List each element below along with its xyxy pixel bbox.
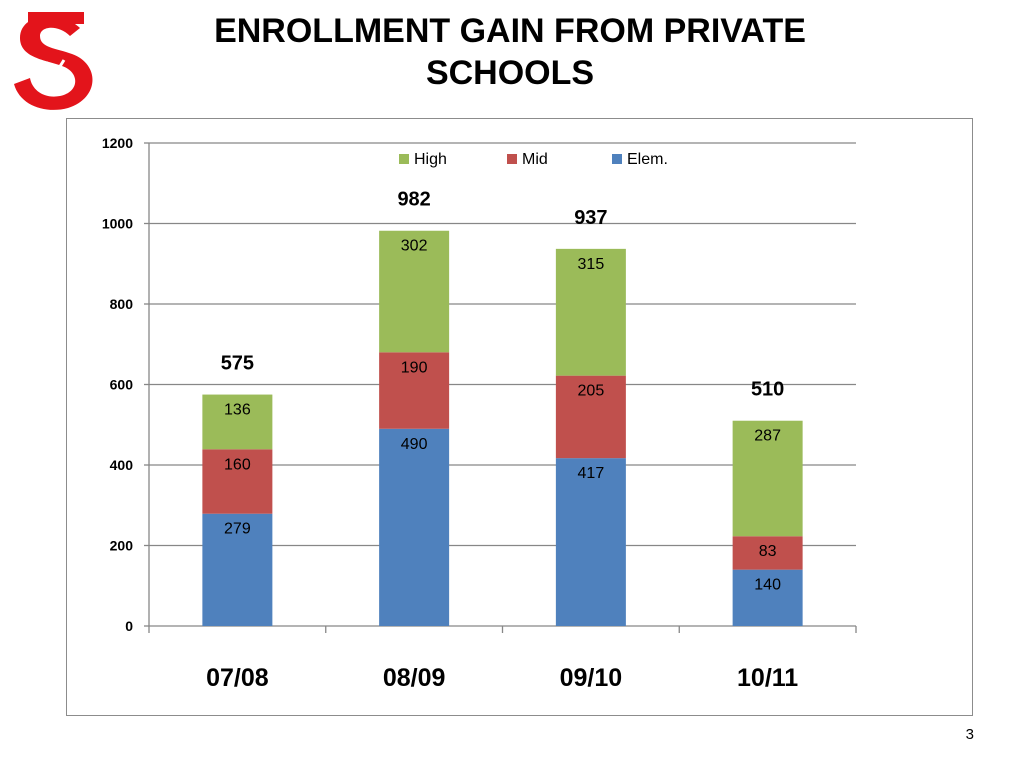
page-title: ENROLLMENT GAIN FROM PRIVATE SCHOOLS bbox=[130, 10, 890, 94]
data-label: 160 bbox=[224, 456, 251, 473]
legend-swatch bbox=[399, 154, 409, 164]
x-tick-label: 07/08 bbox=[206, 664, 269, 692]
y-tick-label: 0 bbox=[125, 618, 133, 634]
bar-segment-mid bbox=[732, 536, 803, 570]
data-label: 287 bbox=[754, 428, 781, 445]
bar-segment-elem bbox=[555, 458, 626, 626]
legend-entry: High bbox=[414, 151, 447, 168]
legend-swatch bbox=[507, 154, 517, 164]
total-label: 982 bbox=[397, 189, 430, 211]
page-number: 3 bbox=[965, 726, 974, 743]
data-label: 315 bbox=[578, 256, 605, 273]
bar-segment-high bbox=[732, 420, 803, 537]
total-label: 575 bbox=[221, 353, 254, 375]
bar-segment-mid bbox=[555, 375, 626, 459]
data-label: 140 bbox=[754, 577, 781, 594]
y-tick-label: 200 bbox=[110, 538, 134, 554]
bar-segment-elem bbox=[379, 428, 450, 626]
bar-segment-mid bbox=[202, 449, 273, 514]
title-line-1: ENROLLMENT GAIN FROM PRIVATE bbox=[214, 12, 806, 50]
bar-segment-high bbox=[555, 248, 626, 376]
legend-entry: Elem. bbox=[627, 151, 668, 168]
x-tick-label: 08/09 bbox=[383, 664, 446, 692]
data-label: 83 bbox=[759, 543, 777, 560]
chart-frame: 0 200 400 600 800 1000 1200 279 160 136 575 07/08 49… bbox=[66, 118, 973, 716]
y-tick-label: 600 bbox=[110, 377, 134, 393]
total-label: 937 bbox=[574, 207, 607, 229]
y-tick-label: 400 bbox=[110, 457, 134, 473]
stacked-bar-chart: 0 200 400 600 800 1000 1200 279 160 136 575 07/08 49… bbox=[102, 135, 857, 692]
s-logo-icon bbox=[6, 6, 102, 114]
x-tick-label: 09/10 bbox=[560, 664, 623, 692]
data-label: 205 bbox=[578, 383, 605, 400]
data-label: 279 bbox=[224, 521, 251, 538]
data-label: 417 bbox=[578, 465, 605, 482]
legend-entry: Mid bbox=[522, 151, 548, 168]
bar-segment-elem bbox=[732, 569, 803, 626]
data-label: 136 bbox=[224, 402, 251, 419]
bar-segment-mid bbox=[379, 352, 450, 429]
total-label: 510 bbox=[751, 379, 784, 401]
x-tick-label: 10/11 bbox=[737, 664, 798, 692]
y-tick-label: 1000 bbox=[102, 216, 133, 232]
bar-segment-elem bbox=[202, 513, 273, 626]
bar-segment-high bbox=[202, 394, 273, 450]
data-label: 490 bbox=[401, 436, 428, 453]
data-label: 302 bbox=[401, 238, 428, 255]
title-line-2: SCHOOLS bbox=[425, 54, 595, 92]
y-tick-label: 1200 bbox=[102, 135, 133, 151]
y-tick-label: 800 bbox=[110, 296, 134, 312]
legend-swatch bbox=[612, 154, 622, 164]
bar-segment-high bbox=[379, 230, 450, 353]
data-label: 190 bbox=[401, 359, 428, 376]
